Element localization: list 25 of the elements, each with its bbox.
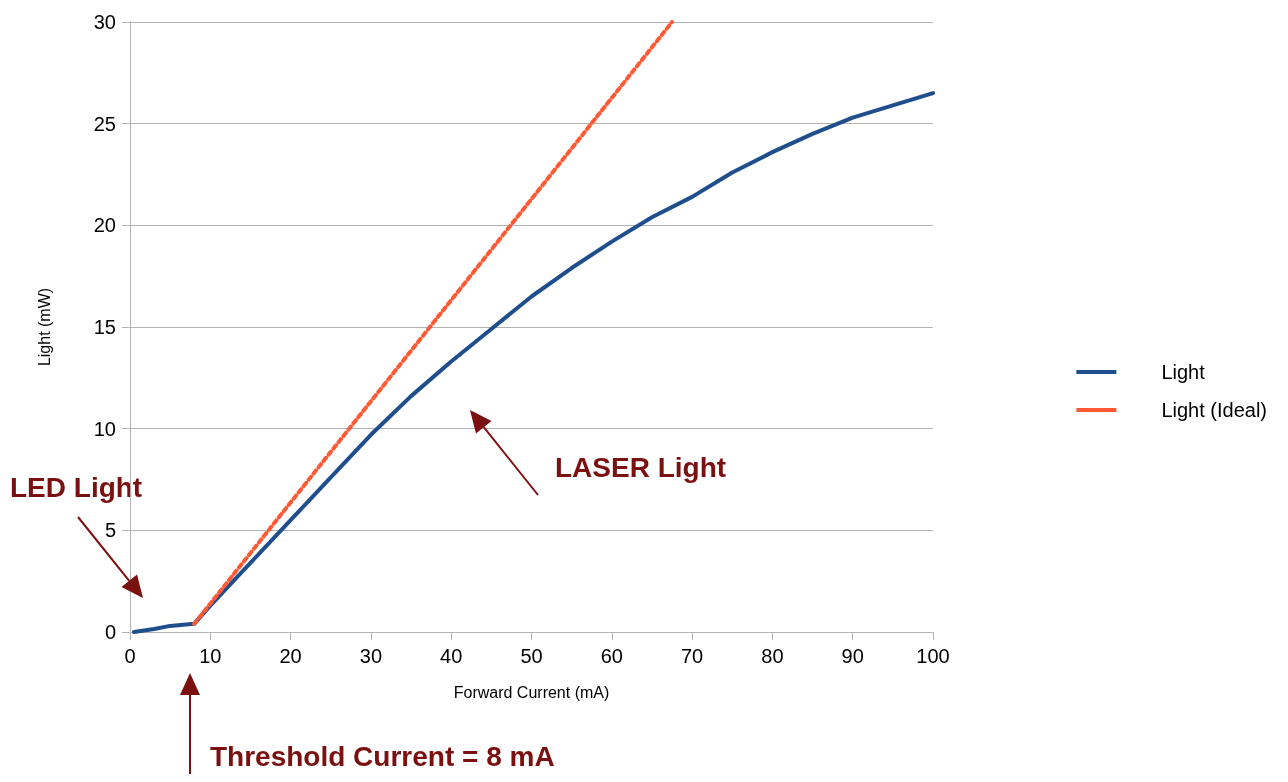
y-axis-title: Light (mW) <box>35 287 53 367</box>
x-tick-label: 40 <box>440 645 463 667</box>
x-tick-label: 80 <box>761 645 784 667</box>
annotation: LED Light <box>10 471 143 503</box>
y-tick-label: 15 <box>93 316 116 338</box>
annotation: LASER Light <box>555 451 727 483</box>
legend-label: Light <box>1161 361 1206 383</box>
y-tick-label: 20 <box>93 214 116 237</box>
text: Threshold Current = 8 mA <box>210 740 555 772</box>
x-tick-label: 100 <box>916 645 950 667</box>
y-tick-label: 5 <box>104 519 116 542</box>
x-axis-title: Forward Current (mA) <box>453 683 610 701</box>
y-tick-label: 30 <box>93 11 116 33</box>
y-tick-label: 0 <box>104 621 116 643</box>
x-tick-label: 0 <box>124 645 136 667</box>
x-tick-label: 60 <box>600 645 623 667</box>
y-tick-label: 10 <box>93 417 116 440</box>
legend-label: Light (Ideal) <box>1161 399 1268 421</box>
x-tick-label: 50 <box>520 645 543 667</box>
x-tick-label: 30 <box>359 645 383 667</box>
x-tick-label: 10 <box>199 645 222 667</box>
x-tick-label: 70 <box>680 645 704 667</box>
y-tick-label: 25 <box>93 112 116 135</box>
x-tick-label: 20 <box>279 645 302 667</box>
x-tick-label: 90 <box>841 645 864 667</box>
